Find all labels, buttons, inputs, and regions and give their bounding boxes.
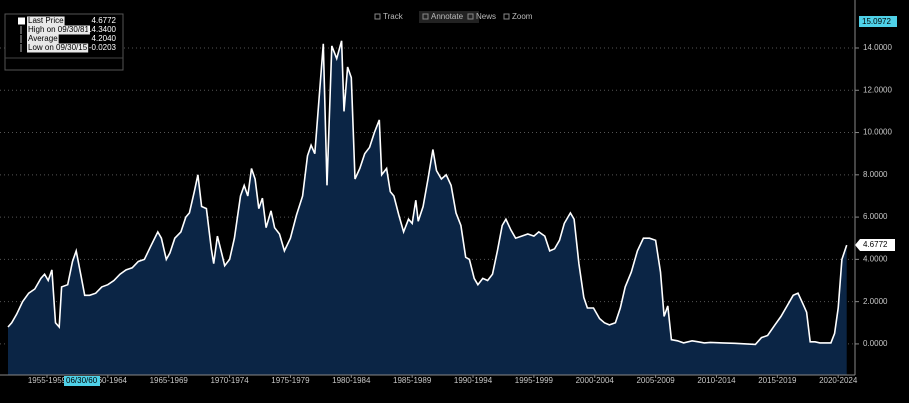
overlay: 0.0000 2.0000 4.0000 6.0000 8.0000 10.0000 12.… xyxy=(0,0,897,386)
x-tick-label: 2020-2024 xyxy=(819,376,858,385)
toolbar-active-bg xyxy=(419,11,479,23)
x-tick-label: 1990-1994 xyxy=(454,376,493,385)
x-tick-label: 1980-1984 xyxy=(332,376,371,385)
line xyxy=(7,40,848,346)
legend-label: Low on 09/30/15 xyxy=(28,43,88,52)
legend-value: 14.3400 xyxy=(87,25,116,34)
legend-label-bg xyxy=(27,34,59,44)
y-tick-label: 12.0000 xyxy=(863,85,892,94)
toolbar-button[interactable]: News xyxy=(476,12,496,21)
crosshair-x-label: 06/30/60 xyxy=(66,376,98,385)
legend-label-bg xyxy=(27,43,89,53)
x-tick-label: 1995-1999 xyxy=(515,376,554,385)
x-tick-label: 2005-2009 xyxy=(636,376,675,385)
x-tick-label: 2015-2019 xyxy=(758,376,797,385)
x-tick-label: 1985-1989 xyxy=(393,376,432,385)
x-tick-label: 1960-1964 xyxy=(89,376,128,385)
plot xyxy=(0,40,855,376)
x-tick-label: 1970-1974 xyxy=(210,376,249,385)
toolbar-icon[interactable] xyxy=(467,13,474,20)
legend-value: 4.6772 xyxy=(92,16,117,25)
crosshair-y-label: 15.0972 xyxy=(862,17,891,26)
toolbar-button[interactable]: Zoom xyxy=(512,12,533,21)
toolbar-icon[interactable] xyxy=(422,13,429,20)
y-tick-label: 0.0000 xyxy=(863,339,888,348)
y-tick-label: 8.0000 xyxy=(863,170,888,179)
legend-label-bg xyxy=(27,25,90,35)
crosshair-x-box xyxy=(64,376,100,386)
x-tick-label: 1955-1959 xyxy=(28,376,67,385)
y-tick-label: 14.0000 xyxy=(863,43,892,52)
toolbar-icon[interactable] xyxy=(503,13,510,20)
legend-label: Average xyxy=(28,34,58,43)
legend-value: -0.0203 xyxy=(89,43,117,52)
toolbar-icon[interactable] xyxy=(374,13,381,20)
y-tick-label: 6.0000 xyxy=(863,212,888,221)
y-tick-label: 4.0000 xyxy=(863,254,888,263)
legend-swatch xyxy=(18,17,25,25)
legend-value: 4.2040 xyxy=(92,34,117,43)
last-value-box xyxy=(855,239,895,252)
y-tick-label: 10.0000 xyxy=(863,128,892,137)
last-value-label: 4.6772 xyxy=(863,240,888,249)
legend-label: Last Price xyxy=(28,16,64,25)
toolbar-button[interactable]: Track xyxy=(383,12,404,21)
legend-label: High on 09/30/81 xyxy=(28,25,89,34)
x-tick-label: 2010-2014 xyxy=(697,376,736,385)
legend-label-bg xyxy=(27,16,65,26)
x-tick-label: 1975-1979 xyxy=(271,376,310,385)
y-tick-label: 2.0000 xyxy=(863,297,888,306)
area xyxy=(8,40,847,376)
toolbar-button[interactable]: Annotate xyxy=(431,12,464,21)
x-tick-label: 2000-2004 xyxy=(576,376,615,385)
crosshair-y-box xyxy=(859,16,897,27)
x-tick-label: 1965-1969 xyxy=(150,376,189,385)
